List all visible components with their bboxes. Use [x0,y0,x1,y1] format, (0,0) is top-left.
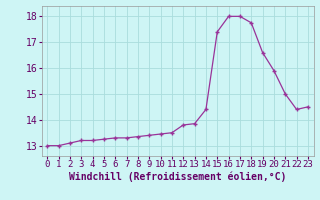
X-axis label: Windchill (Refroidissement éolien,°C): Windchill (Refroidissement éolien,°C) [69,172,286,182]
